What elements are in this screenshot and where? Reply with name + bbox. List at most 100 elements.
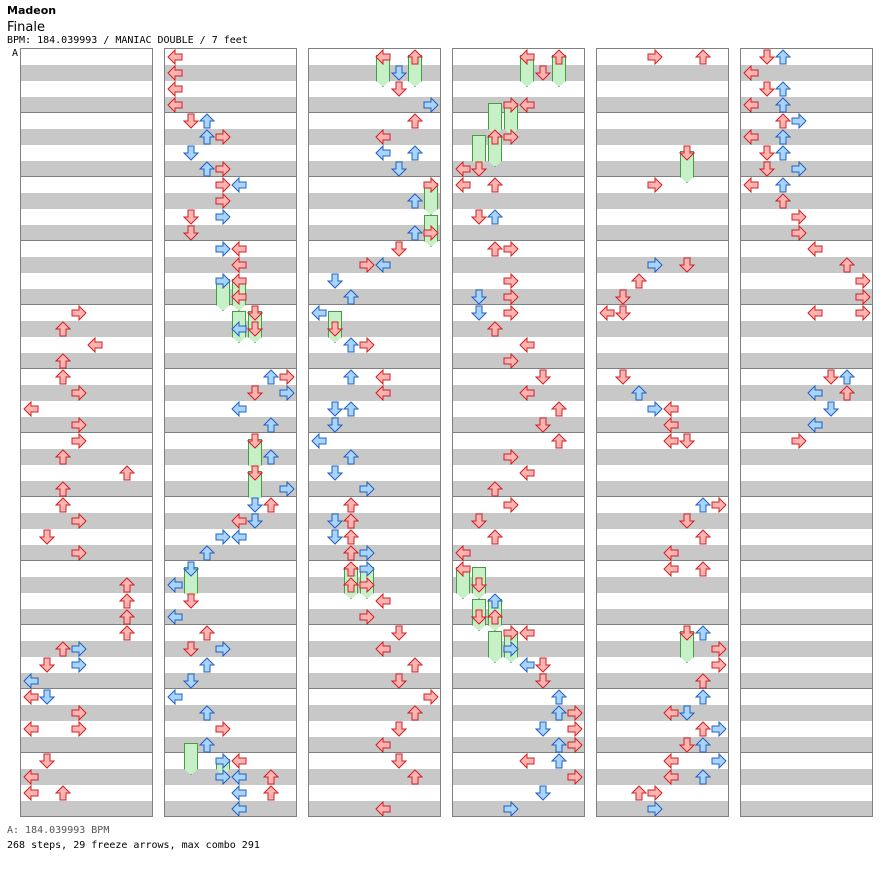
step-arrow-down-icon [679, 513, 695, 529]
song-title: Finale [7, 20, 45, 35]
step-arrow-up-icon [199, 705, 215, 721]
measure-line [309, 752, 440, 753]
measure-line [165, 624, 296, 625]
measure-line [21, 624, 152, 625]
step-arrow-up-icon [631, 385, 647, 401]
step-arrow-right-icon [503, 353, 519, 369]
step-arrow-left-icon [519, 49, 535, 65]
step-arrow-up-icon [199, 161, 215, 177]
measure-line [453, 752, 584, 753]
step-arrow-down-icon [471, 577, 487, 593]
step-arrow-up-icon [487, 481, 503, 497]
step-arrow-right-icon [359, 561, 375, 577]
step-arrow-right-icon [503, 449, 519, 465]
step-arrow-right-icon [423, 689, 439, 705]
measure-line [165, 496, 296, 497]
chart-column [164, 48, 297, 817]
step-arrow-down-icon [39, 529, 55, 545]
step-arrow-right-icon [215, 241, 231, 257]
step-arrow-down-icon [823, 401, 839, 417]
step-arrow-up-icon [487, 609, 503, 625]
step-arrow-left-icon [375, 369, 391, 385]
step-arrow-left-icon [375, 641, 391, 657]
step-arrow-right-icon [503, 641, 519, 657]
step-arrow-right-icon [647, 49, 663, 65]
chart-column [20, 48, 153, 817]
step-arrow-right-icon [359, 481, 375, 497]
step-arrow-up-icon [343, 577, 359, 593]
step-arrow-left-icon [231, 801, 247, 816]
measure-line [309, 496, 440, 497]
step-arrow-down-icon [183, 145, 199, 161]
step-arrow-up-icon [55, 353, 71, 369]
measure-line [21, 432, 152, 433]
measure-line [597, 112, 728, 113]
step-arrow-left-icon [663, 753, 679, 769]
measure-line [165, 304, 296, 305]
step-arrow-right-icon [503, 289, 519, 305]
step-arrow-right-icon [423, 97, 439, 113]
step-arrow-right-icon [855, 289, 871, 305]
measure-line [453, 432, 584, 433]
step-arrow-up-icon [775, 129, 791, 145]
step-arrow-up-icon [775, 113, 791, 129]
step-arrow-left-icon [663, 705, 679, 721]
measure-line [597, 560, 728, 561]
step-arrow-left-icon [23, 401, 39, 417]
step-arrow-down-icon [759, 145, 775, 161]
step-arrow-right-icon [215, 529, 231, 545]
step-arrow-left-icon [455, 161, 471, 177]
step-arrow-down-icon [39, 689, 55, 705]
step-arrow-left-icon [743, 129, 759, 145]
step-arrow-down-icon [391, 65, 407, 81]
step-arrow-up-icon [487, 321, 503, 337]
step-arrow-down-icon [247, 433, 263, 449]
step-arrow-right-icon [71, 545, 87, 561]
step-arrow-left-icon [311, 433, 327, 449]
step-arrow-down-icon [471, 161, 487, 177]
step-arrow-left-icon [167, 65, 183, 81]
measure-line [453, 368, 584, 369]
step-arrow-left-icon [231, 769, 247, 785]
step-arrow-left-icon [375, 257, 391, 273]
chart-column [308, 48, 441, 817]
measure-line [597, 304, 728, 305]
measure-line [21, 368, 152, 369]
step-arrow-left-icon [743, 97, 759, 113]
step-arrow-up-icon [487, 593, 503, 609]
step-arrow-left-icon [455, 545, 471, 561]
step-arrow-left-icon [519, 337, 535, 353]
measure-line [741, 240, 872, 241]
measure-line [21, 688, 152, 689]
step-arrow-up-icon [343, 513, 359, 529]
step-arrow-left-icon [519, 97, 535, 113]
step-arrow-right-icon [647, 801, 663, 816]
step-arrow-up-icon [55, 369, 71, 385]
step-arrow-down-icon [535, 417, 551, 433]
step-arrow-down-icon [679, 257, 695, 273]
step-arrow-left-icon [231, 289, 247, 305]
step-arrow-right-icon [503, 241, 519, 257]
step-arrow-up-icon [199, 737, 215, 753]
artist-name: Madeon [7, 4, 57, 17]
step-arrow-right-icon [359, 609, 375, 625]
step-arrow-down-icon [535, 369, 551, 385]
step-arrow-down-icon [247, 321, 263, 337]
measure-line [309, 368, 440, 369]
step-arrow-right-icon [215, 273, 231, 289]
measure-line [453, 112, 584, 113]
step-arrow-left-icon [807, 305, 823, 321]
measure-line [309, 240, 440, 241]
step-arrow-up-icon [199, 657, 215, 673]
step-arrow-right-icon [791, 225, 807, 241]
step-arrow-down-icon [471, 289, 487, 305]
measure-line [21, 176, 152, 177]
measure-line [21, 304, 152, 305]
step-arrow-right-icon [279, 385, 295, 401]
step-arrow-right-icon [791, 209, 807, 225]
measure-line [597, 624, 728, 625]
step-arrow-right-icon [791, 113, 807, 129]
step-arrow-left-icon [455, 177, 471, 193]
step-arrow-up-icon [199, 545, 215, 561]
step-arrow-left-icon [231, 241, 247, 257]
